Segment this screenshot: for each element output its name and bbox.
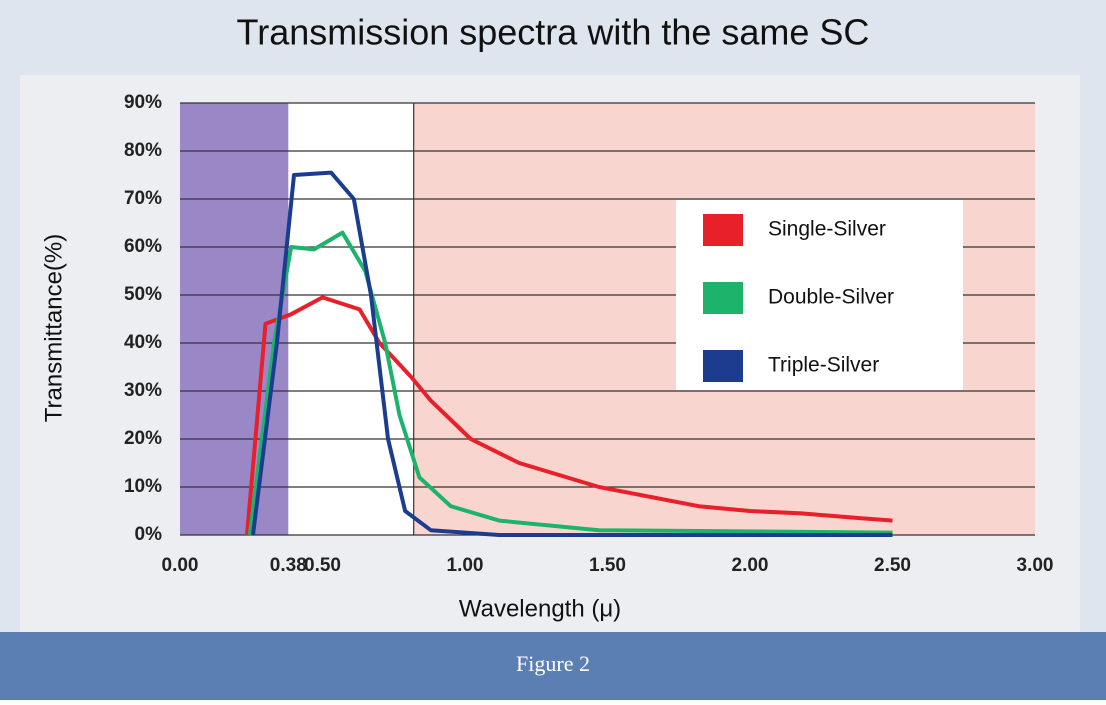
x-tick-label: 0.00 [162,555,199,576]
y-tick-label: 50% [124,284,162,305]
x-tick-label: 2.00 [732,555,769,576]
x-axis-label: Wavelength (μ) [459,595,621,622]
y-tick-label: 10% [124,476,162,497]
legend: Single-Silver Double-Silver Triple-Silver [676,200,963,390]
series-line [250,170,893,537]
y-tick-label: 20% [124,428,162,449]
legend-label: Single-Silver [768,218,886,241]
caption-bar [0,632,1106,700]
series-line [247,230,893,536]
shaded-region [180,103,289,535]
y-tick-label: 70% [124,188,162,209]
legend-swatch [703,282,743,314]
x-tick-label: 1.50 [589,555,626,576]
x-tick-label: 3.00 [1017,555,1054,576]
series-line [244,295,893,536]
legend-swatch [703,214,743,246]
x-tick-label: 0.50 [304,555,341,576]
y-tick-label: 0% [135,524,163,545]
x-tick-label: 1.00 [447,555,484,576]
y-axis-label: Transmittance(%) [40,234,67,422]
y-tick-label: 40% [124,332,162,353]
y-tick-label: 30% [124,380,162,401]
plot-area: 0% 10% 20% 30% 40% 50% 60% 70% 80% 90% 0.00 0.380.5… [124,92,1054,576]
x-tick-label: 2.50 [874,555,911,576]
caption: Figure 2 [516,651,590,676]
legend-swatch [703,350,743,382]
y-tick-label: 90% [124,92,162,113]
x-tick-label: 0.38 [270,555,307,576]
legend-label: Double-Silver [768,286,894,309]
chart-title: Transmission spectra with the same SC [237,12,870,53]
y-tick-label: 60% [124,236,162,257]
legend-label: Triple-Silver [768,354,879,377]
y-tick-label: 80% [124,140,162,161]
